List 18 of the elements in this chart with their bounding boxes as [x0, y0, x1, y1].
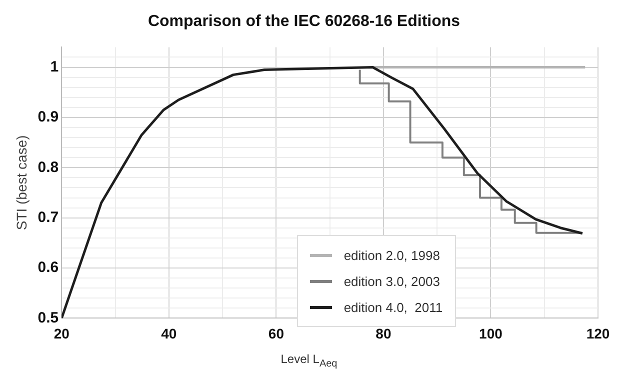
y-tick-label: 0.5 [38, 309, 59, 326]
y-tick-label: 0.7 [38, 208, 59, 226]
x-tick-label: 120 [586, 325, 610, 342]
chart-title: Comparison of the IEC 60268-16 Editions [148, 13, 460, 30]
x-tick-label: 100 [479, 325, 503, 342]
x-tick-label: 20 [54, 325, 70, 342]
x-axis-title: Level L$_{Aeq}$ [280, 352, 338, 370]
x-tick-label: 60 [268, 325, 284, 342]
x-tick-label: 40 [161, 325, 177, 342]
y-tick-label: 0.9 [38, 108, 59, 126]
legend-label: edition 3.0, 2003 [344, 274, 440, 289]
legend-label: edition 4.0, 2011 [344, 300, 443, 315]
legend-label: edition 2.0, 1998 [344, 248, 440, 263]
y-axis-title: STI (best case) [13, 135, 30, 230]
x-tick-label: 80 [376, 325, 392, 342]
y-tick-label: 0.8 [38, 158, 59, 176]
y-tick-label: 0.6 [38, 259, 59, 276]
y-tick-label: 1 [50, 58, 59, 76]
